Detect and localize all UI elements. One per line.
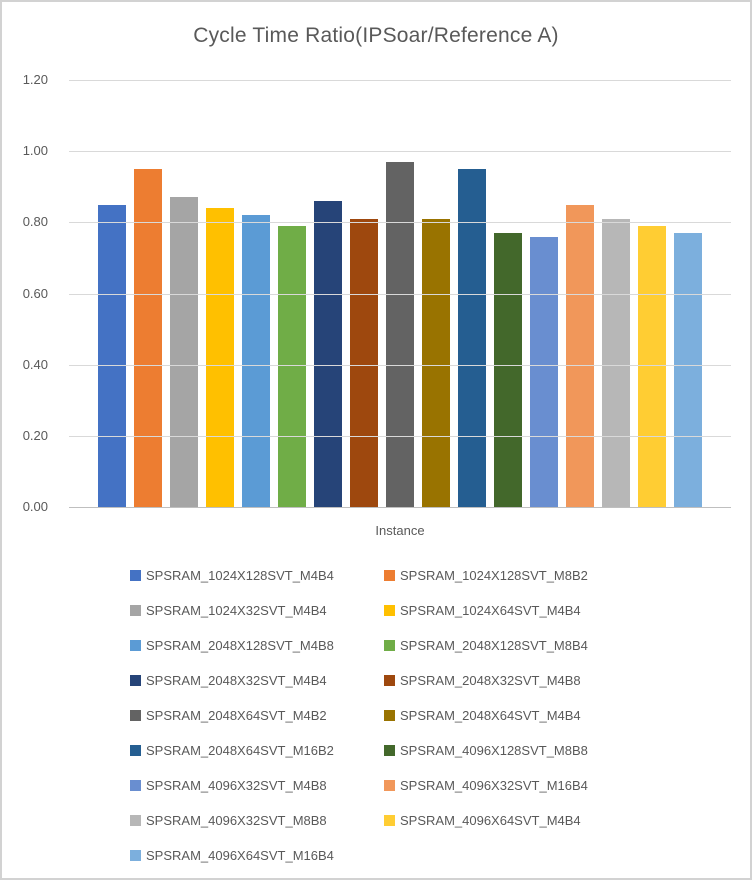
legend: SPSRAM_1024X128SVT_M4B4 SPSRAM_1024X128SV… [130, 558, 690, 873]
legend-label: SPSRAM_2048X32SVT_M4B4 [146, 673, 327, 688]
legend-swatch [130, 675, 141, 686]
legend-label: SPSRAM_2048X128SVT_M4B8 [146, 638, 334, 653]
bar-SPSRAM_2048X64SVT_M4B2 [386, 161, 414, 507]
bar-SPSRAM_1024X128SVT_M4B4 [98, 204, 126, 507]
bar-SPSRAM_4096X64SVT_M16B4 [674, 233, 702, 507]
legend-swatch [384, 710, 395, 721]
legend-swatch [130, 710, 141, 721]
gridline [69, 151, 731, 153]
legend-item: SPSRAM_4096X32SVT_M4B8 [130, 778, 384, 793]
bar-SPSRAM_1024X32SVT_M4B4 [170, 197, 198, 507]
legend-label: SPSRAM_4096X32SVT_M8B8 [146, 813, 327, 828]
bar-SPSRAM_2048X128SVT_M4B8 [242, 215, 270, 507]
legend-item: SPSRAM_2048X64SVT_M4B4 [384, 708, 638, 723]
y-axis-tick-label: 0.80 [22, 214, 48, 230]
legend-swatch [130, 640, 141, 651]
bar-SPSRAM_4096X128SVT_M8B8 [494, 233, 522, 507]
legend-item: SPSRAM_1024X32SVT_M4B4 [130, 603, 384, 618]
y-axis-tick-label: 0.00 [22, 499, 48, 514]
legend-item: SPSRAM_4096X64SVT_M16B4 [130, 848, 384, 863]
bar-SPSRAM_1024X64SVT_M4B4 [206, 208, 234, 507]
x-axis-title: Instance [375, 523, 425, 538]
legend-swatch [384, 640, 395, 651]
bar-SPSRAM_2048X32SVT_M4B4 [314, 200, 342, 507]
y-axis-tick-label: 1.00 [22, 143, 48, 159]
legend-label: SPSRAM_2048X64SVT_M16B2 [146, 743, 334, 758]
legend-item: SPSRAM_2048X32SVT_M4B8 [384, 673, 638, 688]
bar-SPSRAM_4096X32SVT_M8B8 [602, 218, 630, 507]
legend-label: SPSRAM_2048X128SVT_M8B4 [400, 638, 588, 653]
legend-label: SPSRAM_2048X64SVT_M4B4 [400, 708, 581, 723]
legend-label: SPSRAM_4096X32SVT_M4B8 [146, 778, 327, 793]
legend-item: SPSRAM_1024X128SVT_M8B2 [384, 568, 638, 583]
legend-label: SPSRAM_1024X32SVT_M4B4 [146, 603, 327, 618]
legend-item: SPSRAM_4096X64SVT_M4B4 [384, 813, 638, 828]
gridline [69, 222, 731, 224]
plot-area [69, 80, 731, 508]
legend-label: SPSRAM_4096X32SVT_M16B4 [400, 778, 588, 793]
y-axis-tick-label: 0.40 [22, 356, 48, 372]
legend-label: SPSRAM_1024X128SVT_M8B2 [400, 568, 588, 583]
legend-label: SPSRAM_2048X32SVT_M4B8 [400, 673, 581, 688]
bar-group [69, 80, 731, 507]
legend-item: SPSRAM_4096X32SVT_M8B8 [130, 813, 384, 828]
bar-SPSRAM_2048X32SVT_M4B8 [350, 218, 378, 507]
legend-label: SPSRAM_4096X128SVT_M8B8 [400, 743, 588, 758]
legend-swatch [384, 745, 395, 756]
legend-label: SPSRAM_4096X64SVT_M4B4 [400, 813, 581, 828]
bar-SPSRAM_4096X64SVT_M4B4 [638, 225, 666, 507]
legend-swatch [384, 780, 395, 791]
legend-item: SPSRAM_2048X64SVT_M4B2 [130, 708, 384, 723]
legend-swatch [130, 570, 141, 581]
bar-SPSRAM_1024X128SVT_M8B2 [134, 168, 162, 507]
gridline [69, 364, 731, 366]
bar-SPSRAM_4096X32SVT_M4B8 [530, 236, 558, 507]
legend-item: SPSRAM_1024X128SVT_M4B4 [130, 568, 384, 583]
bar-SPSRAM_4096X32SVT_M16B4 [566, 204, 594, 507]
legend-label: SPSRAM_1024X128SVT_M4B4 [146, 568, 334, 583]
legend-swatch [130, 850, 141, 861]
legend-swatch [384, 605, 395, 616]
gridline [69, 435, 731, 437]
legend-item: SPSRAM_2048X32SVT_M4B4 [130, 673, 384, 688]
y-axis-tick-label: 0.20 [22, 427, 48, 443]
legend-swatch [130, 780, 141, 791]
gridline [69, 80, 731, 81]
legend-item: SPSRAM_4096X128SVT_M8B8 [384, 743, 638, 758]
legend-label: SPSRAM_4096X64SVT_M16B4 [146, 848, 334, 863]
legend-item: SPSRAM_2048X128SVT_M8B4 [384, 638, 638, 653]
bar-SPSRAM_2048X64SVT_M4B4 [422, 218, 450, 507]
legend-label: SPSRAM_1024X64SVT_M4B4 [400, 603, 581, 618]
legend-item: SPSRAM_2048X128SVT_M4B8 [130, 638, 384, 653]
legend-swatch [384, 675, 395, 686]
gridline [69, 293, 731, 295]
legend-swatch [130, 815, 141, 826]
legend-item: SPSRAM_4096X32SVT_M16B4 [384, 778, 638, 793]
legend-item: SPSRAM_2048X64SVT_M16B2 [130, 743, 384, 758]
chart-title: Cycle Time Ratio(IPSoar/Reference A) [193, 24, 559, 47]
legend-item: SPSRAM_1024X64SVT_M4B4 [384, 603, 638, 618]
bar-SPSRAM_2048X128SVT_M8B4 [278, 225, 306, 507]
legend-label: SPSRAM_2048X64SVT_M4B2 [146, 708, 327, 723]
bar-SPSRAM_2048X64SVT_M16B2 [458, 168, 486, 507]
y-axis-tick-label: 1.20 [22, 72, 48, 87]
y-axis-tick-label: 0.60 [22, 285, 48, 301]
legend-swatch [384, 570, 395, 581]
legend-swatch [130, 745, 141, 756]
legend-swatch [384, 815, 395, 826]
legend-swatch [130, 605, 141, 616]
